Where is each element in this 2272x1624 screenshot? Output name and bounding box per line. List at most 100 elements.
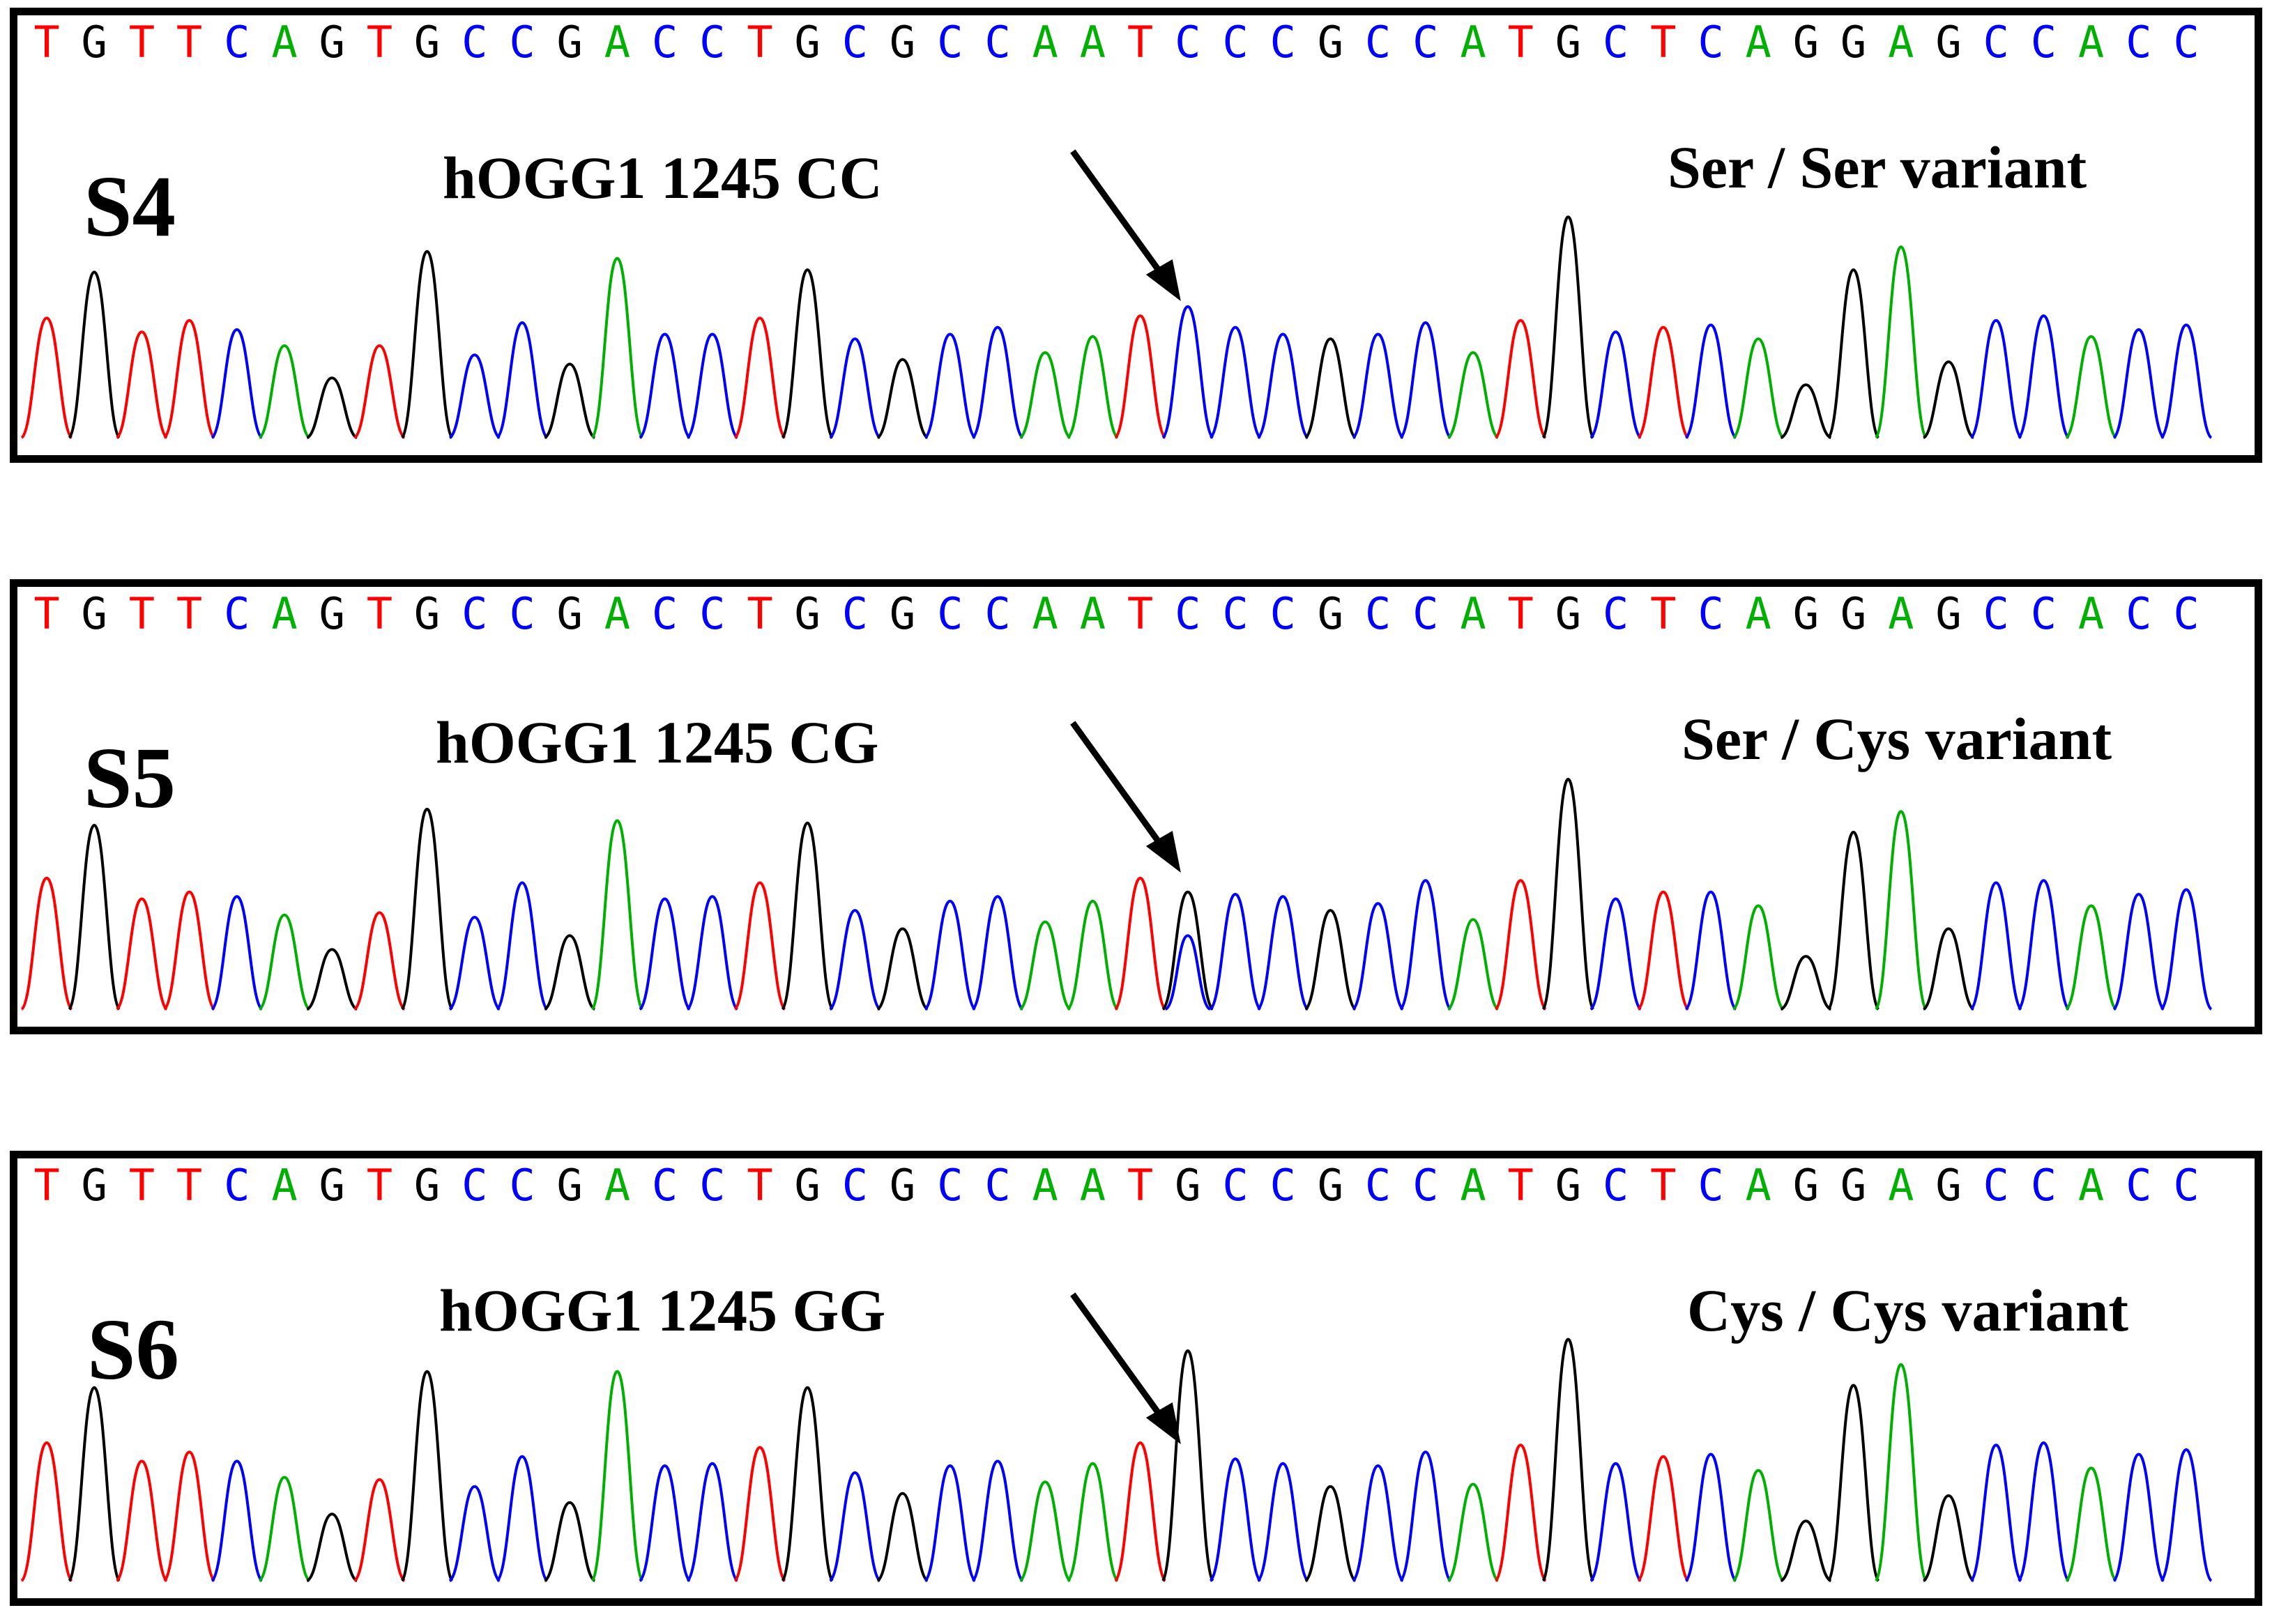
peak-25-C	[1209, 892, 1262, 1011]
sequence-base-32: G	[1555, 588, 1581, 639]
peak-33-C	[1589, 330, 1642, 439]
sequence-base-30: A	[1460, 588, 1486, 639]
sequence-base-40: G	[1935, 17, 1961, 68]
sequence-base-42: C	[2031, 1160, 2057, 1211]
sequence-base-21: A	[1032, 17, 1058, 68]
sequence-base-21: A	[1032, 588, 1058, 639]
peak-23-T	[1114, 314, 1167, 439]
sequence-base-43: A	[2078, 588, 2104, 639]
peak-27-G	[1304, 909, 1357, 1011]
peak-40-G	[1922, 360, 1975, 439]
peak-16-G	[781, 268, 834, 439]
peak-40-G	[1922, 1494, 1975, 1582]
peak-39-A	[1875, 245, 1928, 439]
peak-12-A	[590, 1370, 644, 1582]
peak-29-C	[1399, 879, 1452, 1011]
peak-2-T	[115, 330, 168, 439]
sequence-base-13: C	[652, 1160, 678, 1211]
sequence-base-15: T	[747, 1160, 772, 1211]
sequence-base-21: A	[1032, 1160, 1058, 1211]
sequence-base-35: C	[1698, 17, 1723, 68]
peak-13-C	[639, 897, 692, 1011]
peak-44-C	[2112, 1453, 2165, 1582]
peak-18-G	[876, 927, 929, 1011]
variant-label: Ser / Cys variant	[1682, 705, 2112, 772]
sequence-base-7: T	[367, 588, 392, 639]
locus-label: hOGG1 1245 GG	[439, 1277, 886, 1344]
sequence-base-45: C	[2173, 17, 2199, 68]
sequence-base-26: C	[1270, 17, 1296, 68]
peak-6-G	[306, 376, 358, 439]
sequence-base-20: C	[984, 588, 1010, 639]
peak-31-T	[1494, 1443, 1547, 1582]
sequence-base-42: C	[2031, 588, 2057, 639]
peak-22-A	[1066, 335, 1119, 439]
peak-19-C	[924, 1464, 977, 1582]
peak-42-C	[2017, 879, 2070, 1011]
sequence-base-45: C	[2173, 1160, 2199, 1211]
sequence-base-5: A	[271, 17, 297, 68]
sequence-base-38: G	[1840, 588, 1866, 639]
sequence-base-31: T	[1508, 1160, 1534, 1211]
peak-15-T	[733, 881, 786, 1011]
sequence-base-24: C	[1175, 588, 1200, 639]
sequence-base-8: G	[414, 588, 440, 639]
peak-9-C	[448, 915, 501, 1011]
sequence-base-9: C	[462, 17, 487, 68]
peak-29-C	[1399, 1450, 1452, 1582]
sequence-base-40: G	[1935, 1160, 1961, 1211]
peak-23-T	[1114, 1441, 1167, 1582]
sequence-base-29: C	[1412, 588, 1438, 639]
sequence-base-14: C	[699, 17, 725, 68]
sequence-base-14: C	[699, 1160, 725, 1211]
peak-36-A	[1732, 1469, 1785, 1582]
peak-40-G	[1922, 927, 1975, 1011]
sequence-base-0: T	[33, 1160, 59, 1211]
peak-30-A	[1447, 918, 1500, 1011]
sequence-base-38: G	[1840, 17, 1866, 68]
sequence-base-43: A	[2078, 17, 2104, 68]
sequence-base-11: G	[557, 17, 583, 68]
sequence-base-44: C	[2126, 588, 2151, 639]
peak-4-C	[211, 328, 264, 439]
peak-21-A	[1019, 1480, 1072, 1582]
sequence-base-35: C	[1698, 588, 1723, 639]
sequence-base-23: T	[1127, 17, 1153, 68]
sequence-base-28: C	[1365, 588, 1391, 639]
peak-45-C	[2160, 1448, 2213, 1582]
peak-3-T	[163, 1450, 216, 1582]
sequence-base-7: T	[367, 1160, 392, 1211]
sequence-base-22: A	[1080, 17, 1106, 68]
sequence-base-20: C	[984, 17, 1010, 68]
sequence-base-14: C	[699, 588, 725, 639]
sequence-base-28: C	[1365, 17, 1391, 68]
peak-1-G	[68, 270, 121, 439]
peak-13-C	[639, 332, 692, 439]
peak-32-G	[1541, 777, 1595, 1011]
sequence-base-3: T	[176, 588, 202, 639]
sequence-base-19: C	[937, 588, 963, 639]
peak-10-C	[496, 321, 549, 439]
sequence-base-29: C	[1412, 1160, 1438, 1211]
peak-27-G	[1304, 1485, 1357, 1582]
sequence-base-17: C	[842, 1160, 868, 1211]
sequence-base-10: C	[509, 17, 535, 68]
sequence-base-37: G	[1793, 17, 1819, 68]
sequence-base-28: C	[1365, 1160, 1391, 1211]
peak-20-C	[971, 1460, 1024, 1582]
peak-26-C	[1256, 332, 1309, 439]
sequence-base-42: C	[2031, 17, 2057, 68]
sequence-base-36: A	[1746, 1160, 1771, 1211]
sequence-base-6: G	[319, 1160, 345, 1211]
peak-43-A	[2065, 335, 2118, 439]
sequence-base-39: A	[1888, 1160, 1914, 1211]
peak-44-C	[2112, 892, 2165, 1011]
sequence-base-30: A	[1460, 17, 1486, 68]
sequence-base-22: A	[1080, 1160, 1106, 1211]
sequence-base-13: C	[652, 588, 678, 639]
peak-29-C	[1399, 321, 1452, 439]
snp-arrow-shaft	[1070, 149, 1177, 293]
peak-18-G	[876, 1492, 929, 1582]
sequence-base-2: T	[129, 588, 155, 639]
